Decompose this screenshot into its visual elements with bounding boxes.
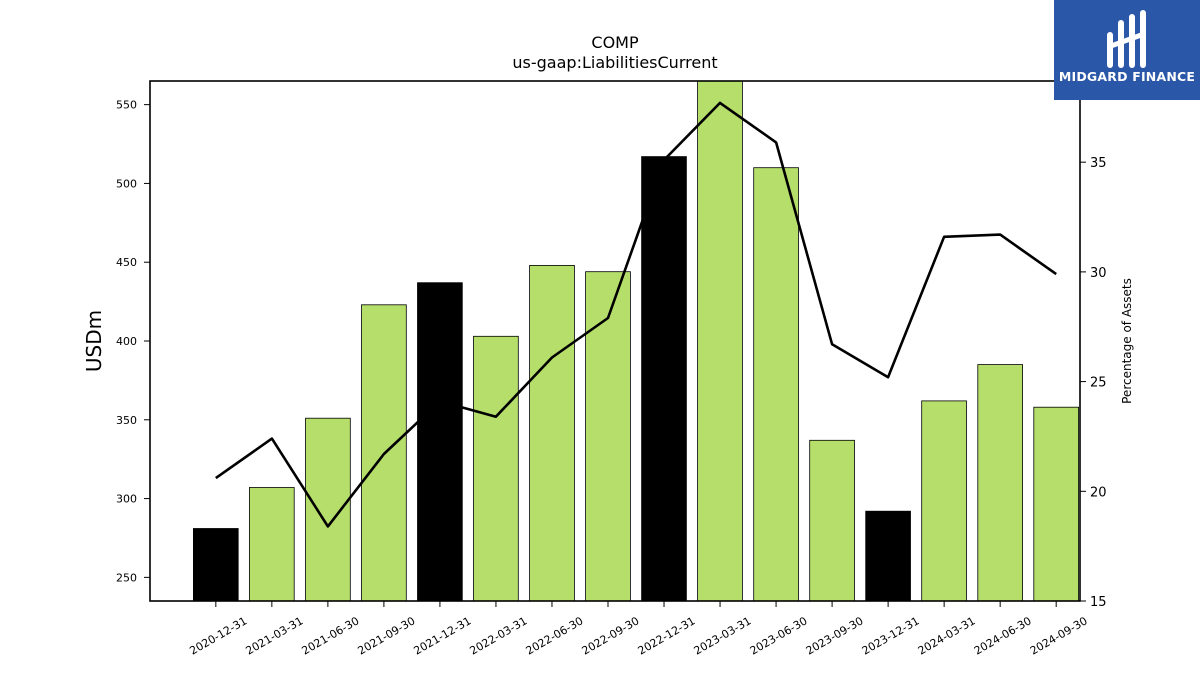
y2-tick-label-35: 35 (1090, 156, 1107, 171)
y-tick-label-250: 250 (116, 571, 137, 584)
y2-axis-label: Percentage of Assets (1120, 278, 1134, 404)
chart-title: COMP (591, 33, 639, 52)
x-tick-label-2020-12-31: 2020-12-31 (187, 614, 249, 657)
x-tick-label-2023-12-31: 2023-12-31 (860, 614, 922, 657)
bar-2024-09-30 (1033, 406, 1080, 602)
bar-2020-12-31 (192, 528, 239, 602)
y2-tick-label-25: 25 (1090, 376, 1107, 391)
x-tick-label-2022-12-31: 2022-12-31 (636, 614, 698, 657)
bar-2021-06-30 (305, 417, 351, 602)
y-tick-label-350: 350 (116, 414, 137, 427)
x-tick-label-2021-12-31: 2021-12-31 (412, 614, 474, 657)
bar-2023-03-31 (697, 80, 743, 602)
bar-2023-12-31 (865, 510, 911, 602)
pct-assets-line (215, 101, 1057, 528)
logo-mark-icon (1107, 10, 1146, 68)
bar-2024-03-31 (921, 400, 967, 602)
bar-2023-09-30 (809, 439, 855, 602)
x-tick-label-2024-03-31: 2024-03-31 (916, 614, 978, 657)
x-tick-label-2021-03-31: 2021-03-31 (244, 614, 306, 657)
x-tick-label-2024-09-30: 2024-09-30 (1028, 614, 1090, 657)
line-group (215, 101, 1057, 528)
y-tick-label-300: 300 (116, 493, 137, 506)
y2-tick-label-30: 30 (1090, 266, 1107, 281)
brand-name: MIDGARD FINANCE (1058, 69, 1196, 84)
y2-tick-label-15: 15 (1090, 595, 1107, 610)
x-tick-label-2022-09-30: 2022-09-30 (580, 614, 642, 657)
bar-2022-03-31 (473, 335, 519, 602)
x-tick-label-2024-06-30: 2024-06-30 (972, 614, 1034, 657)
y-tick-label-550: 550 (116, 99, 137, 112)
x-tick-label-2021-06-30: 2021-06-30 (300, 614, 362, 657)
x-tick-label-2021-09-30: 2021-09-30 (356, 614, 418, 657)
brand-logo: MIDGARD FINANCE (1054, 0, 1200, 100)
y-axis-label: USDm (82, 310, 106, 372)
bar-2021-12-31 (417, 282, 463, 602)
bar-2024-06-30 (977, 364, 1023, 602)
bar-2022-06-30 (529, 264, 575, 602)
chart-subtitle: us-gaap:LiabilitiesCurrent (512, 53, 717, 72)
bars-group (192, 80, 1080, 602)
y-tick-label-450: 450 (116, 256, 137, 269)
y2-tick-label-20: 20 (1090, 485, 1107, 500)
bar-2022-12-31 (641, 156, 687, 602)
x-tick-label-2022-06-30: 2022-06-30 (524, 614, 586, 657)
x-tick-label-2022-03-31: 2022-03-31 (468, 614, 530, 657)
x-tick-label-2023-09-30: 2023-09-30 (804, 614, 866, 657)
x-tick-label-2023-03-31: 2023-03-31 (692, 614, 754, 657)
y-tick-label-400: 400 (116, 335, 137, 348)
bar-2021-03-31 (248, 487, 295, 602)
y-tick-label-500: 500 (116, 177, 137, 190)
bar-2023-06-30 (753, 167, 799, 602)
x-tick-label-2023-06-30: 2023-06-30 (748, 614, 810, 657)
bar-2022-09-30 (585, 271, 631, 602)
